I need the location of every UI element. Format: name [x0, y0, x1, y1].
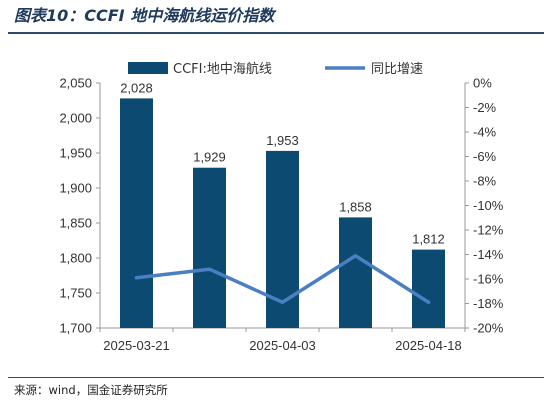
yoy-growth-line — [134, 253, 431, 305]
right-axis-tick-label: -8% — [473, 174, 497, 189]
chart: 1,700 1,750 1,800 1,850 1,900 1,950 2,000 2,050… — [59, 61, 503, 354]
bars — [120, 98, 445, 329]
right-axis-tick-label: -10% — [473, 198, 504, 213]
left-axis-tick-label: 1,950 — [59, 146, 92, 161]
page-title: 图表10：CCFI 地中海航线运价指数 — [14, 6, 275, 25]
right-axis-tick-label: -14% — [473, 247, 504, 262]
right-axis-tick-label: -18% — [473, 296, 504, 311]
legend-swatch-bar — [128, 62, 168, 74]
bar — [193, 167, 226, 328]
left-axis-tick-label: 2,000 — [59, 111, 92, 126]
bar-data-label: 1,929 — [193, 150, 226, 165]
axes: 1,700 1,750 1,800 1,850 1,900 1,950 2,000 2,050… — [59, 76, 503, 354]
footer-divider — [8, 377, 544, 378]
legend: CCFI:地中海航线 同比增速 — [128, 61, 423, 77]
left-axis-tick-label: 2,050 — [59, 76, 92, 91]
line-series — [134, 253, 431, 305]
x-axis-tick-label: 2025-03-21 — [103, 338, 170, 353]
data-labels: 2,028 1,929 1,953 1,858 1,812 — [120, 80, 445, 246]
left-axis-tick-label: 1,750 — [59, 286, 92, 301]
source-note: 来源：wind，国金证券研究所 — [14, 383, 168, 397]
right-axis-tick-label: -6% — [473, 149, 497, 164]
bar-data-label: 2,028 — [120, 80, 153, 95]
right-axis-tick-label: -4% — [473, 125, 497, 140]
bar-data-label: 1,858 — [339, 199, 372, 214]
right-axis-tick-label: -16% — [473, 272, 504, 287]
bar-data-label: 1,953 — [266, 133, 299, 148]
right-axis-tick-label: -12% — [473, 223, 504, 238]
bar-data-label: 1,812 — [412, 232, 445, 247]
left-axis-tick-label: 1,700 — [59, 321, 92, 336]
left-axis-tick-label: 1,900 — [59, 181, 92, 196]
bar — [412, 249, 445, 328]
bar — [339, 217, 372, 328]
left-axis-tick-label: 1,850 — [59, 216, 92, 231]
x-axis-tick-label: 2025-04-18 — [395, 338, 462, 353]
x-axis-tick-label: 2025-04-03 — [249, 338, 316, 353]
title-divider — [8, 32, 544, 34]
right-axis-tick-label: -20% — [473, 321, 504, 336]
right-axis-tick-label: -2% — [473, 100, 497, 115]
bar — [120, 98, 153, 329]
left-axis-tick-label: 1,800 — [59, 251, 92, 266]
right-axis-tick-label: 0% — [473, 76, 492, 91]
legend-label-line: 同比增速 — [371, 62, 423, 77]
legend-label-bar: CCFI:地中海航线 — [173, 61, 272, 77]
